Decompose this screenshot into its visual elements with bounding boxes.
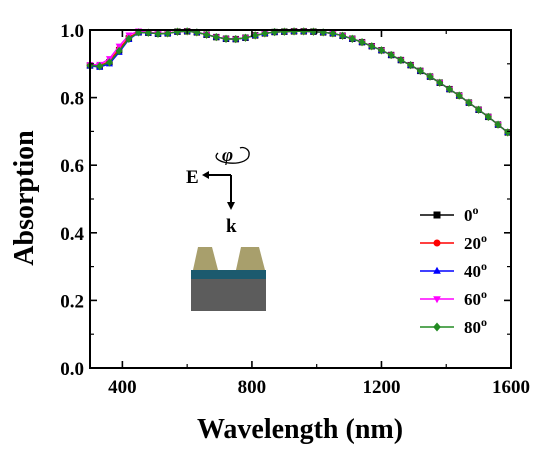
data-point-80 [475,105,483,114]
y-axis-title: Absorption [9,130,40,266]
data-point-80 [445,84,453,94]
legend-label: 80o [464,315,487,337]
plot-area: 400 800 1200 1600 0.0 0.2 0.4 0.6 0.8 1.0 [60,21,530,398]
data-point-80 [407,60,415,70]
data-point-80 [329,29,337,38]
legend-marker [433,211,441,219]
series-line-40 [89,30,509,133]
data-point-80 [251,31,259,40]
legend-label: 20o [464,231,487,253]
data-point-80 [96,62,104,71]
grating-ridge-right [236,247,265,270]
plot-frame [89,29,512,369]
data-point-80 [261,29,269,38]
k-vector-label: k [226,216,237,237]
data-point-80 [339,31,347,40]
data-point-80 [465,98,473,107]
data-point-80 [358,38,366,47]
legend-label: 0o [464,203,479,225]
spacer-layer [191,270,266,279]
series-line-60 [89,30,509,133]
series-line-20 [89,30,509,133]
series-40 [86,27,512,135]
series-line-0 [89,30,509,133]
inset-schematic: φ E k [186,145,266,311]
legend-label: 60o [464,287,487,309]
y-tick-label: 0.4 [60,224,84,245]
legend-item-0: 0o [420,203,479,225]
x-axis-title: Wavelength (nm) [197,414,403,445]
series-20 [86,28,511,136]
legend-item-20: 20o [420,231,487,253]
series-line-80 [89,30,509,133]
data-point-80 [203,30,211,39]
e-field-label: E [186,167,199,188]
legend-marker [433,322,441,332]
y-tick-label: 1.0 [60,21,84,42]
data-point-80 [484,112,492,122]
series-80 [86,27,512,137]
legend-item-60: 60o [420,287,487,309]
x-tick-label: 400 [108,377,137,398]
substrate-layer [191,278,266,311]
data-point-80 [300,27,308,36]
data-point-80 [348,34,356,43]
grating-ridge-left [193,247,218,270]
y-tick-label: 0.0 [60,359,84,380]
y-tick-label: 0.6 [60,156,84,177]
legend-item-80: 80o [420,315,487,337]
data-point-80 [164,29,172,38]
data-point-80 [387,50,395,60]
y-tick-label: 0.8 [60,89,84,110]
e-field-arrowhead-icon [202,171,209,179]
data-point-80 [193,28,201,37]
inset-rotation-label: φ [222,145,233,166]
legend-marker [433,239,441,247]
data-point-80 [212,32,220,42]
x-tick-label: 1600 [492,377,530,398]
data-point-80 [154,29,162,38]
data-point-80 [426,72,434,81]
data-point-80 [115,46,123,56]
series-60 [86,28,512,137]
y-tick-label: 0.2 [60,291,84,312]
data-point-80 [377,46,385,55]
data-point-80 [222,34,230,43]
data-point-80 [455,91,463,100]
data-point-80 [436,78,444,87]
data-point-80 [494,120,502,129]
series-0 [86,28,511,136]
data-point-80 [504,128,512,137]
k-vector-arrowhead-icon [227,202,235,210]
legend-label: 40o [464,259,487,281]
data-point-80 [232,34,240,44]
data-point-80 [105,58,113,67]
data-point-80 [416,66,424,76]
legend-item-40: 40o [420,259,487,281]
data-point-80 [241,33,249,42]
data-point-80 [125,34,133,43]
data-point-80 [135,28,143,37]
data-point-80 [397,55,405,65]
data-point-80 [368,42,376,51]
legend-marker [433,266,441,274]
legend-marker [433,296,441,304]
legend: 0o 20o 40o 60o 80o [420,203,487,337]
x-tick-label: 800 [238,377,267,398]
x-tick-label: 1200 [362,377,400,398]
rotation-arrow-icon [215,146,250,164]
